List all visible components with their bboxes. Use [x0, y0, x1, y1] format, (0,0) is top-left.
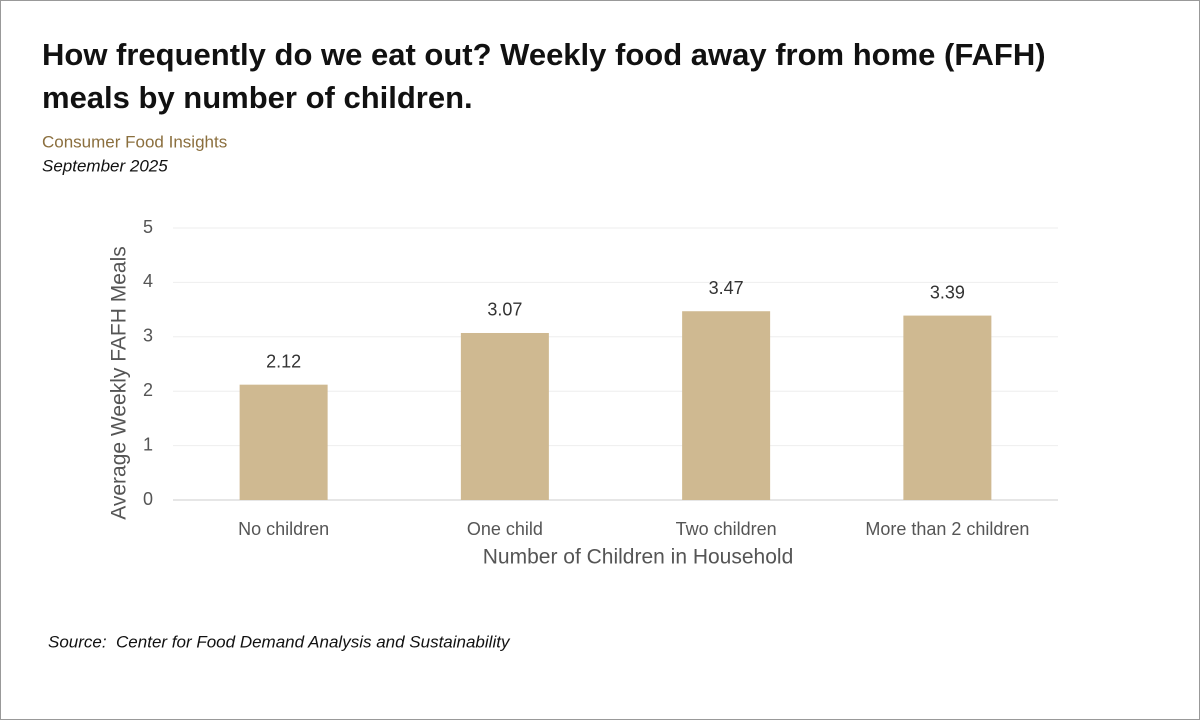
value-label: 3.07: [487, 300, 522, 320]
y-tick-label: 5: [143, 217, 153, 237]
y-tick-label: 0: [143, 489, 153, 509]
value-label: 3.39: [930, 282, 965, 302]
y-axis-title: Average Weekly FAFH Meals: [108, 246, 131, 520]
y-tick-label: 2: [143, 380, 153, 400]
bar: [239, 384, 328, 500]
source: Source: Center for Food Demand Analysis …: [48, 632, 511, 651]
x-axis-title: Number of Children in Household: [483, 546, 794, 569]
y-tick-label: 4: [143, 271, 153, 291]
bar: [903, 315, 992, 500]
value-label: 3.47: [709, 278, 744, 298]
date: September 2025: [42, 156, 168, 175]
bar: [460, 332, 549, 500]
chart-title: meals by number of children.: [42, 80, 473, 115]
x-tick-label: Two children: [676, 519, 777, 539]
y-tick-label: 3: [143, 326, 153, 346]
x-tick-label: More than 2 children: [865, 519, 1029, 539]
y-tick-label: 1: [143, 434, 153, 454]
x-tick-label: One child: [467, 519, 543, 539]
subtitle: Consumer Food Insights: [42, 132, 227, 151]
value-label: 2.12: [266, 351, 301, 371]
bar: [682, 311, 771, 500]
chart-title: How frequently do we eat out? Weekly foo…: [42, 37, 1046, 72]
x-tick-label: No children: [238, 519, 329, 539]
